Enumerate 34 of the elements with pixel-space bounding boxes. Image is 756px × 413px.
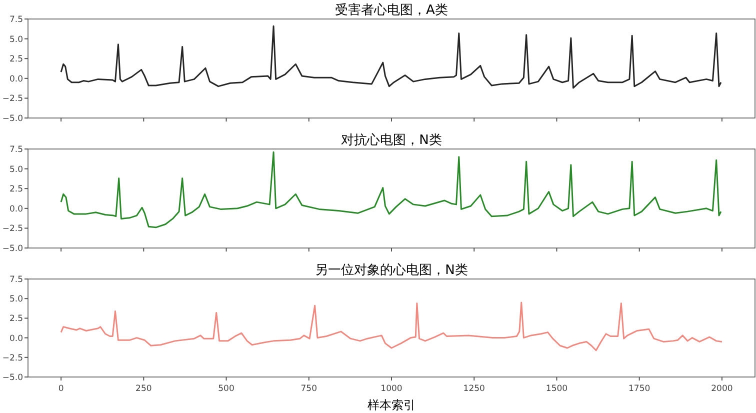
x-tick-label: 250 <box>136 384 152 394</box>
x-tick-label: 0 <box>58 384 64 394</box>
y-tick-label: 0.0 <box>9 204 23 214</box>
y-tick-label: 7.5 <box>9 275 23 285</box>
y-tick-label: −5.0 <box>2 373 23 383</box>
y-tick-label: 5.0 <box>9 164 23 175</box>
y-tick-label: 0.0 <box>9 74 23 84</box>
x-tick-label: 1000 <box>380 384 402 394</box>
y-tick-label: 2.5 <box>9 314 23 324</box>
chart-title: 对抗心电图，N类 <box>341 132 442 148</box>
x-tick-label: 2000 <box>711 384 733 394</box>
x-axis-title: 样本索引 <box>368 398 416 412</box>
y-tick-label: 7.5 <box>9 15 23 25</box>
chart-title: 另一位对象的心电图，N类 <box>315 262 468 278</box>
y-tick-label: 5.0 <box>9 294 23 305</box>
y-tick-label: −5.0 <box>2 114 23 124</box>
y-tick-label: −2.5 <box>2 94 23 104</box>
y-tick-label: 5.0 <box>9 34 23 45</box>
y-tick-label: −5.0 <box>2 244 23 254</box>
y-tick-label: −2.5 <box>2 224 23 234</box>
line-series <box>60 302 723 352</box>
y-tick-label: 2.5 <box>9 54 23 65</box>
y-tick-label: 0.0 <box>9 334 23 344</box>
x-tick-label: 750 <box>300 384 318 394</box>
x-tick-label: 500 <box>218 384 234 394</box>
line-series <box>60 151 722 228</box>
y-tick-label: 2.5 <box>9 184 23 195</box>
chart-title: 受害者心电图，A类 <box>335 2 448 18</box>
y-tick-label: −2.5 <box>2 353 23 364</box>
x-tick-label: 1750 <box>628 384 650 394</box>
x-tick-label: 1500 <box>546 384 568 394</box>
x-tick-label: 1250 <box>463 384 485 394</box>
y-tick-label: 7.5 <box>9 145 23 155</box>
line-series <box>60 25 722 89</box>
